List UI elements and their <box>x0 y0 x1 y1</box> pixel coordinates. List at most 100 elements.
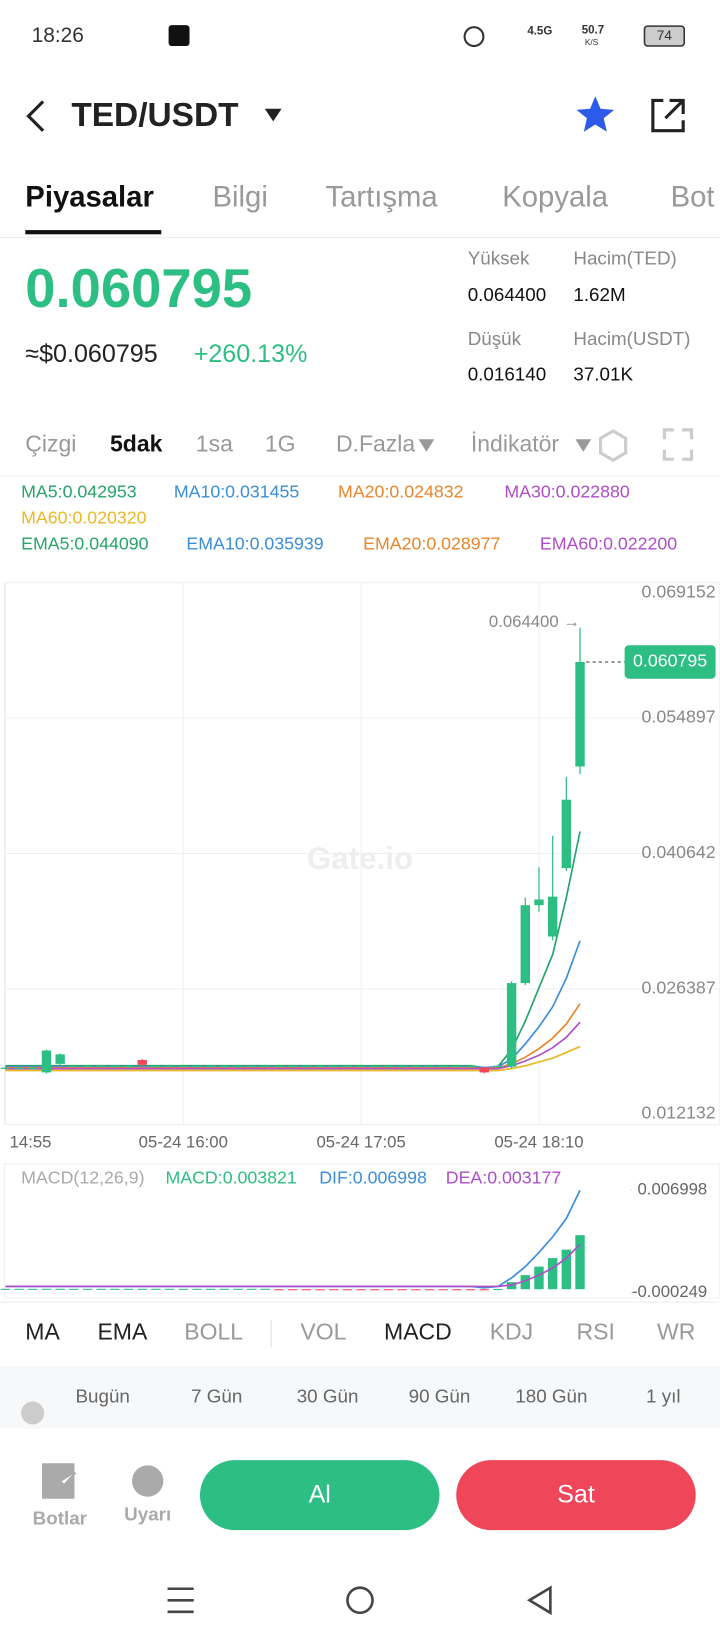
tab[interactable]: Bot <box>671 180 715 213</box>
interval[interactable]: D.Fazla <box>336 431 415 457</box>
interval[interactable]: İndikatör <box>471 431 560 457</box>
candle-body <box>137 1060 147 1065</box>
battery <box>643 25 686 47</box>
macd-bar <box>0 1288 11 1290</box>
indicator-tab[interactable]: EMA <box>97 1319 148 1345</box>
stat-value: 37.01K <box>573 363 633 384</box>
macd-bar <box>82 1288 93 1290</box>
interval[interactable]: Çizgi <box>25 431 76 457</box>
tab-indicator <box>25 230 162 235</box>
macd-bar <box>547 1258 558 1290</box>
indicator-tab[interactable]: MACD <box>384 1319 452 1345</box>
settings-icon[interactable] <box>598 429 628 463</box>
legend-entry: MA60:0.020320 <box>21 507 147 527</box>
period: 30 Gün <box>297 1385 359 1406</box>
candle-body <box>69 1065 79 1068</box>
candle-body <box>452 1065 462 1068</box>
indicator-tab[interactable]: KDJ <box>490 1319 533 1345</box>
bots-icon[interactable] <box>42 1463 77 1499</box>
indicator-tab[interactable]: RSI <box>577 1319 615 1345</box>
candle-body <box>0 1067 11 1069</box>
candle-body <box>506 983 517 1067</box>
macd-bar <box>233 1288 243 1290</box>
tab[interactable]: Kopyala <box>502 180 608 213</box>
legend-entry: EMA60:0.022200 <box>540 534 677 554</box>
candle-body <box>438 1065 448 1068</box>
candle-body <box>110 1065 120 1068</box>
candle-body <box>424 1065 435 1068</box>
candle-body <box>342 1065 353 1068</box>
indicator-tab[interactable]: WR <box>657 1319 695 1345</box>
macd-bar <box>110 1288 120 1290</box>
tab[interactable]: Piyasalar <box>25 180 154 213</box>
macd-line <box>5 1189 581 1289</box>
y-tick-label: 0.012132 <box>642 1103 716 1123</box>
candle-body <box>246 1065 257 1068</box>
share-button[interactable] <box>651 98 685 133</box>
y-tick-label: 0.026387 <box>642 978 716 998</box>
pair-title[interactable]: TED/USDT <box>71 97 239 134</box>
indicator-tab[interactable]: MA <box>25 1319 60 1345</box>
interval[interactable]: 1G <box>265 431 296 457</box>
candle-body <box>547 896 558 937</box>
speed: 50.7 <box>582 24 604 36</box>
stat-label: Düşük <box>468 328 522 349</box>
tab[interactable]: Bilgi <box>213 180 268 213</box>
nav-menu[interactable] <box>167 1587 194 1614</box>
interval[interactable]: 1sa <box>196 431 233 457</box>
legend-entry: DIF:0.006998 <box>319 1167 427 1187</box>
macd-bar <box>178 1288 188 1290</box>
candle-body <box>561 799 572 869</box>
buy-label[interactable]: Al <box>309 1480 331 1508</box>
speed-unit: K/S <box>585 37 599 47</box>
candle-body <box>192 1065 202 1068</box>
stat-label: Yüksek <box>468 247 530 268</box>
ma-line <box>5 1021 581 1070</box>
candle-body <box>329 1065 339 1068</box>
sell-label[interactable]: Sat <box>557 1480 595 1508</box>
macd-bar <box>301 1289 312 1291</box>
candle-body <box>575 661 585 767</box>
y-tick-label: 0.054897 <box>642 707 716 727</box>
interval[interactable]: 5dak <box>110 431 163 457</box>
indicator-tab[interactable]: BOLL <box>184 1319 243 1345</box>
alert-label[interactable]: Uyarı <box>124 1504 171 1525</box>
candle-body <box>41 1050 52 1073</box>
last-price-box <box>624 645 716 679</box>
favorite-star[interactable] <box>576 96 615 132</box>
legend-entry: MA20:0.024832 <box>338 481 463 501</box>
nav-back[interactable] <box>526 1585 552 1616</box>
back-button[interactable] <box>26 100 45 132</box>
bots-label[interactable]: Botlar <box>33 1508 88 1529</box>
info-icon[interactable] <box>21 1401 45 1425</box>
candle-body <box>465 1065 476 1068</box>
macd-bar <box>205 1288 216 1290</box>
y-tick-label: 0.069152 <box>642 582 716 602</box>
buy-button[interactable] <box>199 1460 440 1531</box>
y-tick-label: 0.040642 <box>642 842 716 862</box>
pair-dropdown[interactable] <box>264 108 282 122</box>
candle-body <box>178 1065 188 1068</box>
macd-bar <box>315 1289 325 1291</box>
period: Bugün <box>76 1385 130 1406</box>
tab[interactable]: Tartışma <box>325 180 438 213</box>
alert-icon[interactable] <box>131 1465 164 1497</box>
legend-entry: EMA20:0.028977 <box>363 534 500 554</box>
candle-body <box>411 1065 421 1068</box>
macd-bar <box>28 1288 38 1290</box>
nav-home[interactable] <box>346 1586 374 1615</box>
stat-label: Hacim(TED) <box>573 247 676 268</box>
legend-entry: MA10:0.031455 <box>174 481 300 501</box>
x-tick-label: 14:55 <box>10 1133 52 1152</box>
fullscreen-icon[interactable] <box>662 428 694 461</box>
candle-body <box>315 1065 325 1068</box>
macd-bar <box>370 1289 380 1291</box>
sell-button[interactable] <box>456 1460 696 1531</box>
x-tick-label: 05-24 17:05 <box>317 1133 406 1152</box>
indicator-tab[interactable]: VOL <box>300 1319 346 1345</box>
macd-bar <box>438 1289 448 1291</box>
app-icon <box>168 25 190 47</box>
macd-bar <box>123 1288 134 1290</box>
